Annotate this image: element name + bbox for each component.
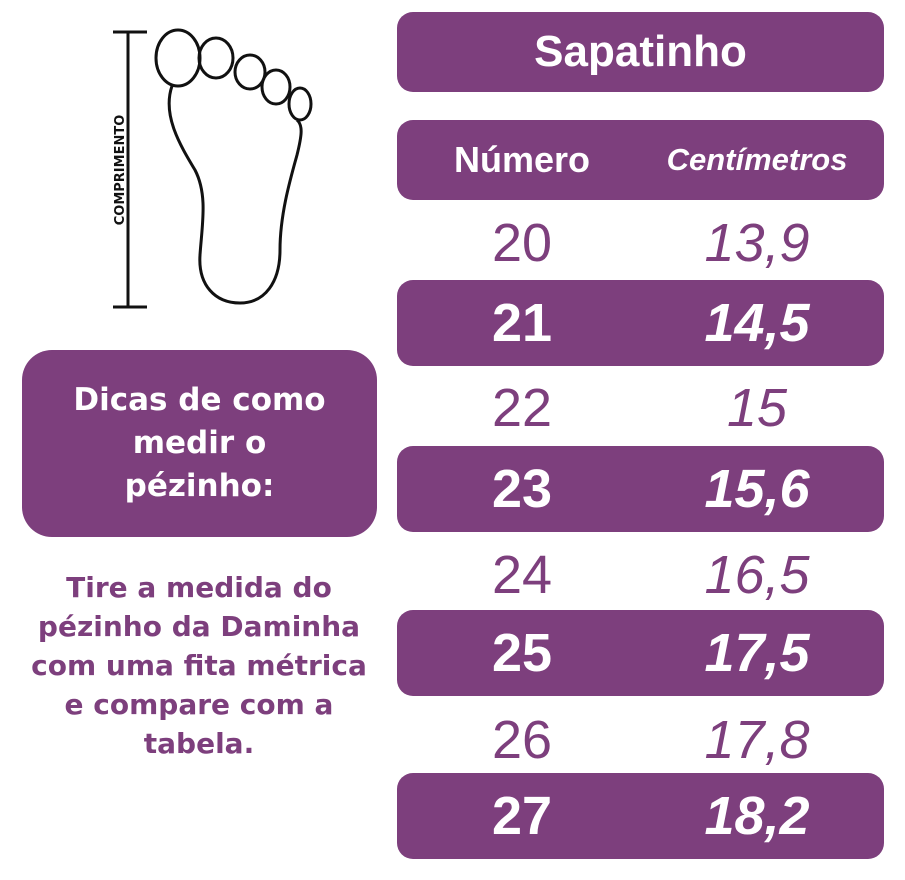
size-number: 24 — [491, 545, 553, 605]
table-row: 24 16,5 — [397, 532, 884, 618]
size-centimeters: 17,8 — [704, 710, 810, 770]
size-number: 22 — [491, 378, 553, 438]
tips-body: Tire a medida do pézinho da Daminha com … — [31, 571, 367, 760]
size-number: 27 — [491, 786, 553, 846]
table-row: 26 17,8 — [397, 697, 884, 783]
size-centimeters: 17,5 — [704, 623, 810, 683]
table-row: 25 17,5 — [397, 610, 884, 696]
foot-illustration: COMPRIMENTO — [113, 28, 313, 309]
size-centimeters: 14,5 — [704, 293, 810, 353]
size-number: 25 — [491, 623, 553, 683]
tips-heading: Dicas de como medir o pézinho: — [73, 382, 326, 504]
table-row: 23 15,6 — [397, 446, 884, 532]
table-row: 22 15 — [397, 365, 884, 451]
size-centimeters: 13,9 — [704, 213, 810, 273]
header-centimetros: Centímetros — [666, 142, 848, 177]
table-row: 27 18,2 — [397, 773, 884, 859]
size-centimeters: 18,2 — [704, 786, 810, 846]
size-centimeters: 15 — [726, 378, 788, 438]
table-title: Sapatinho — [397, 12, 884, 92]
table-header: Número Centímetros — [397, 120, 884, 200]
size-centimeters: 16,5 — [704, 545, 810, 605]
size-number: 26 — [491, 710, 553, 770]
tips-heading-box: Dicas de como medir o pézinho: — [22, 350, 377, 537]
table-row: 20 13,9 — [397, 200, 884, 286]
size-number: 23 — [491, 459, 553, 519]
size-number: 21 — [491, 293, 553, 353]
size-number: 20 — [491, 213, 553, 273]
length-label: COMPRIMENTO — [113, 115, 128, 226]
table-row: 21 14,5 — [397, 280, 884, 366]
header-numero: Número — [453, 139, 591, 180]
size-centimeters: 15,6 — [704, 459, 810, 519]
